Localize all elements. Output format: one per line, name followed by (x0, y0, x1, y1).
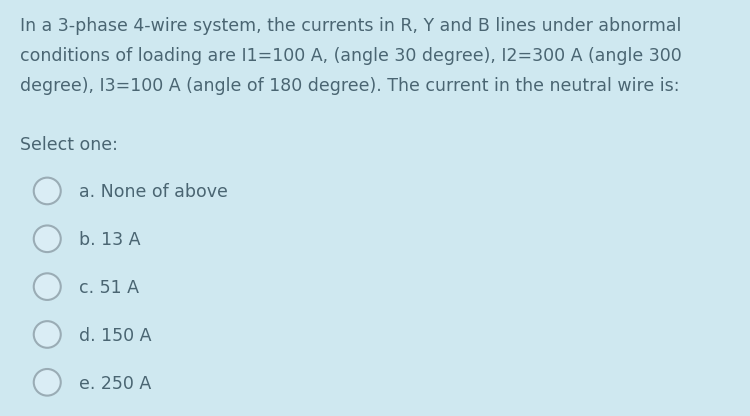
Text: Select one:: Select one: (20, 136, 118, 154)
Ellipse shape (34, 273, 61, 300)
Ellipse shape (34, 178, 61, 204)
Text: a. None of above: a. None of above (79, 183, 228, 201)
Text: degree), I3=100 A (angle of 180 degree). The current in the neutral wire is:: degree), I3=100 A (angle of 180 degree).… (20, 77, 680, 94)
Ellipse shape (34, 369, 61, 396)
Text: b. 13 A: b. 13 A (79, 231, 140, 249)
Text: d. 150 A: d. 150 A (79, 327, 152, 345)
Text: c. 51 A: c. 51 A (79, 279, 139, 297)
Text: In a 3-phase 4-wire system, the currents in R, Y and B lines under abnormal: In a 3-phase 4-wire system, the currents… (20, 17, 682, 35)
Ellipse shape (34, 225, 61, 252)
Text: e. 250 A: e. 250 A (79, 375, 151, 393)
Text: conditions of loading are I1=100 A, (angle 30 degree), I2=300 A (angle 300: conditions of loading are I1=100 A, (ang… (20, 47, 682, 64)
Ellipse shape (34, 321, 61, 348)
